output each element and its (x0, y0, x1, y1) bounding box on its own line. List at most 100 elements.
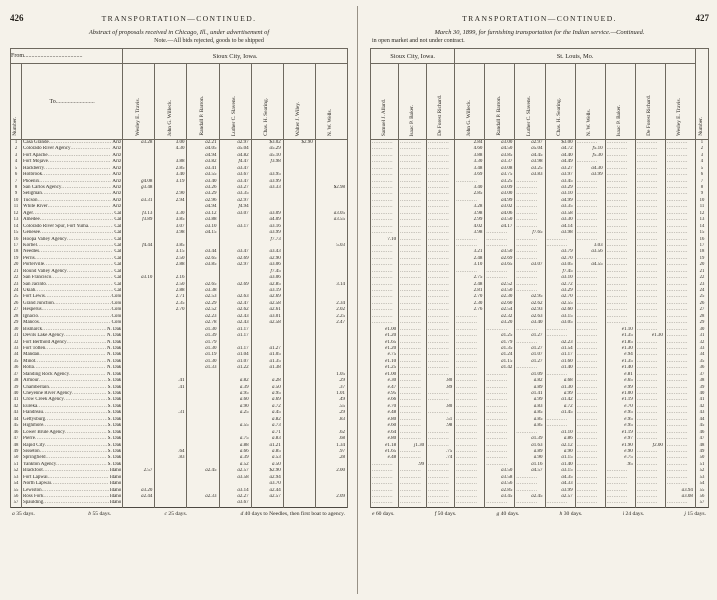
bid-cell (574, 500, 606, 508)
bidder-header: De Forest Richard. (426, 63, 456, 140)
bid-cell: 2.00 (314, 468, 349, 475)
bid-cell (426, 288, 456, 295)
bid-cell (454, 320, 486, 327)
destination: Mancos Colo (23, 320, 121, 326)
bid-cell (314, 339, 349, 346)
dot-leader (48, 153, 112, 159)
destination-state: N. Dak (106, 358, 122, 364)
bidder-header: Randall P. Barron. (484, 63, 516, 140)
destination-cell: Hoopa Valley Agency Cal (21, 236, 124, 243)
destination-name: Fort Lapwai (23, 474, 48, 480)
dot-leader (65, 430, 107, 436)
bid-cell (454, 481, 486, 488)
bid-cell (514, 500, 546, 508)
row-number: 45 (694, 423, 710, 430)
bid-cell: $3.02 (250, 139, 284, 147)
table-row: e.70.80a.83a.72e.7042 (369, 403, 710, 411)
bid-cell (454, 339, 486, 346)
bid-cell (314, 294, 349, 301)
dot-leader (42, 307, 111, 313)
row-number: 43 (694, 410, 710, 417)
bid-cell: 2.02 (314, 307, 349, 314)
destination-name: Springfield (23, 455, 46, 461)
destination-state: Idaho (109, 474, 122, 480)
bid-cell: 3.88 (454, 152, 486, 160)
destination-state: Colo (111, 313, 122, 319)
bid-cell (314, 178, 349, 186)
bid-cell (314, 461, 349, 469)
dot-leader (48, 204, 112, 210)
number-label-left: Number. (12, 117, 19, 136)
destination: Genesee Cal (23, 230, 121, 236)
destination-name: Fort Berthold Agency (23, 339, 67, 345)
table-row: e.80.51a.85e.9544 (369, 416, 710, 424)
destination: Ukiah Cal (23, 288, 121, 294)
bidder-name: Walter J. Wiley. (295, 101, 302, 136)
bid-cell: 2.76 (454, 307, 486, 314)
row-number: 51 (694, 461, 710, 469)
row-number: 31 (694, 333, 710, 340)
destination-state: N. Dak (106, 339, 122, 345)
bid-cell (426, 281, 456, 289)
destination: Round Valley Agency Cal (23, 269, 121, 275)
destination: Grand Junction Colo (23, 301, 121, 307)
bid-cell: 2.84 (454, 139, 486, 147)
destination-name: Rolla (23, 365, 34, 371)
destination: Crow Creek Agency S. Dak (23, 397, 121, 403)
bid-cell (314, 249, 349, 256)
destination: Holbrook Ariz (23, 172, 121, 178)
destination-cell: Fort Mojave Ariz (21, 159, 124, 166)
destination: Mandan N. Dak (23, 352, 121, 358)
bid-cell (426, 255, 456, 263)
destination-state: Idaho (109, 487, 122, 493)
destination-cell: Genesee Cal (21, 230, 124, 237)
dot-leader (48, 159, 112, 165)
table-row: e1.65a1.79a2.23e1.8532 (369, 339, 710, 346)
destination-name: Hesperus (23, 307, 42, 313)
destination: Devils Lake Agency N. Dak (23, 333, 121, 339)
destination: Yankton Agency S. Dak (23, 462, 121, 468)
destination-name: Bismarck (23, 326, 43, 332)
row-number: 56 (694, 494, 710, 501)
row-number: 26 (694, 300, 710, 308)
destination-name: Highmore (23, 423, 44, 429)
bid-cell (604, 139, 636, 147)
bid-cell: 5.03 (314, 242, 349, 250)
footnote: g 40 days. (496, 510, 520, 517)
destination-name: Colorado River Spur, Fort Yuma (23, 223, 89, 229)
destination-state: Ariz (112, 146, 122, 152)
bid-cell (314, 268, 349, 276)
bid-cell: 1.01 (314, 391, 349, 398)
destination-state: Ariz (112, 191, 122, 197)
destination-state: Ariz (112, 204, 122, 210)
bid-cell (426, 159, 456, 166)
bidder-header-row-left: Number. To.......................... Wes… (9, 63, 349, 140)
destination-cell: Ukiah Cal (21, 288, 124, 295)
destination-name: Genesee (23, 230, 40, 236)
row-number: 19 (694, 255, 710, 263)
destination: Highmore S. Dak (23, 423, 121, 429)
destination-cell: Colorado River Agency Ariz (21, 146, 124, 153)
destination-state: Cal (114, 288, 122, 294)
group-header-row-left: From....................................… (9, 48, 348, 64)
row-number: 25 (694, 294, 710, 301)
table-row: 7.1016 (369, 236, 710, 243)
row-number: 50 (694, 455, 710, 462)
bid-cell (314, 500, 349, 508)
bid-cell (604, 500, 636, 508)
bid-cell: a3.00 (484, 139, 516, 147)
row-number: 33 (694, 345, 710, 353)
dot-leader (44, 262, 113, 268)
destination-cell: Fort Berthold Agency N. Dak (21, 339, 124, 346)
bid-cell (426, 146, 456, 153)
row-number: 6 (694, 172, 710, 179)
